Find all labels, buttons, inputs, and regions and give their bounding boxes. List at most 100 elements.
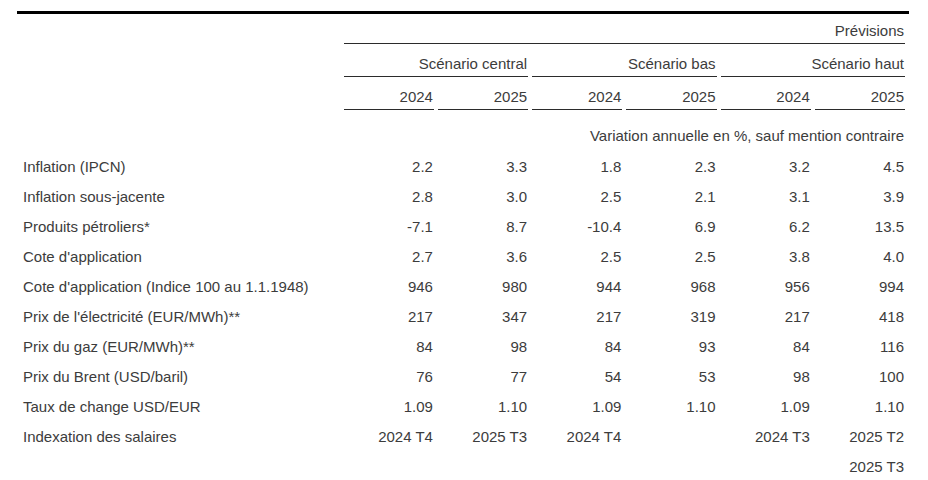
- row-label: Indexation des salaires: [21, 421, 340, 451]
- year-header: 2024: [721, 77, 811, 110]
- value-cell: 2.5: [626, 241, 716, 271]
- value-cell: 4.0: [815, 241, 905, 271]
- value-cell: 4.5: [815, 151, 905, 181]
- value-cell: 3.8: [721, 241, 811, 271]
- value-cell: 319: [626, 301, 716, 331]
- table-row: Taux de change USD/EUR1.091.101.091.101.…: [21, 391, 905, 421]
- value-cell: 2025 T3: [438, 421, 528, 451]
- row-label: Inflation sous-jacente: [21, 181, 340, 211]
- value-cell: 100: [815, 361, 905, 391]
- value-cell: 2025 T2: [815, 421, 905, 451]
- row-label: Taux de change USD/EUR: [21, 391, 340, 421]
- table-row: Produits pétroliers*-7.18.7-10.46.96.213…: [21, 211, 905, 241]
- value-cell: 347: [438, 301, 528, 331]
- row-label: Inflation (IPCN): [21, 151, 340, 181]
- value-cell: 6.2: [721, 211, 811, 241]
- value-cell: 3.1: [721, 181, 811, 211]
- value-cell: 1.09: [721, 391, 811, 421]
- previsions-header: Prévisions: [344, 14, 905, 44]
- value-cell: 2.3: [626, 151, 716, 181]
- empty-cell: [21, 44, 340, 77]
- previsions-row: Prévisions: [21, 14, 905, 44]
- scenario-central-header: Scénario central: [344, 44, 528, 77]
- value-cell: [438, 451, 528, 480]
- value-cell: 2024 T4: [532, 421, 622, 451]
- unit-note-row: Variation annuelle en %, sauf mention co…: [21, 110, 905, 151]
- table-row: Prix de l'électricité (EUR/MWh)**2173472…: [21, 301, 905, 331]
- value-cell: 93: [626, 331, 716, 361]
- value-cell: 217: [532, 301, 622, 331]
- value-cell: 944: [532, 271, 622, 301]
- scenario-groups-row: Scénario central Scénario bas Scénario h…: [21, 44, 905, 77]
- value-cell: 418: [815, 301, 905, 331]
- table-row: Prix du Brent (USD/baril)7677545398100: [21, 361, 905, 391]
- value-cell: 3.0: [438, 181, 528, 211]
- value-cell: 13.5: [815, 211, 905, 241]
- year-header: 2024: [532, 77, 622, 110]
- table-row: Prix du gaz (EUR/MWh)**8498849384116: [21, 331, 905, 361]
- value-cell: 53: [626, 361, 716, 391]
- value-cell: [344, 451, 434, 480]
- value-cell: 6.9: [626, 211, 716, 241]
- table-row: Inflation sous-jacente2.83.02.52.13.13.9: [21, 181, 905, 211]
- empty-corner-cell: [21, 14, 340, 44]
- value-cell: 217: [344, 301, 434, 331]
- table-row: 2025 T3: [21, 451, 905, 480]
- table-row: Cote d'application (Indice 100 au 1.1.19…: [21, 271, 905, 301]
- year-headers-row: 2024 2025 2024 2025 2024 2025: [21, 77, 905, 110]
- value-cell: 1.10: [626, 391, 716, 421]
- table-body: Inflation (IPCN)2.23.31.82.33.24.5Inflat…: [21, 151, 905, 480]
- value-cell: 98: [438, 331, 528, 361]
- year-header: 2025: [438, 77, 528, 110]
- value-cell: 84: [344, 331, 434, 361]
- value-cell: 980: [438, 271, 528, 301]
- row-label: [21, 451, 340, 480]
- value-cell: 98: [721, 361, 811, 391]
- row-label: Cote d'application: [21, 241, 340, 271]
- value-cell: 1.10: [438, 391, 528, 421]
- table-row: Cote d'application2.73.62.52.53.84.0: [21, 241, 905, 271]
- value-cell: 2.5: [532, 181, 622, 211]
- year-header: 2025: [626, 77, 716, 110]
- table-row: Inflation (IPCN)2.23.31.82.33.24.5: [21, 151, 905, 181]
- value-cell: 2024 T4: [344, 421, 434, 451]
- forecast-page: Prévisions Scénario central Scénario bas…: [0, 11, 928, 480]
- value-cell: 2025 T3: [815, 451, 905, 480]
- unit-note: Variation annuelle en %, sauf mention co…: [21, 110, 905, 151]
- value-cell: 3.9: [815, 181, 905, 211]
- value-cell: 2.8: [344, 181, 434, 211]
- value-cell: 2.7: [344, 241, 434, 271]
- value-cell: 1.09: [532, 391, 622, 421]
- value-cell: [721, 451, 811, 480]
- value-cell: 994: [815, 271, 905, 301]
- value-cell: 217: [721, 301, 811, 331]
- value-cell: 76: [344, 361, 434, 391]
- value-cell: 2.5: [532, 241, 622, 271]
- value-cell: 1.09: [344, 391, 434, 421]
- value-cell: 116: [815, 331, 905, 361]
- value-cell: 956: [721, 271, 811, 301]
- row-label: Prix du gaz (EUR/MWh)**: [21, 331, 340, 361]
- value-cell: -10.4: [532, 211, 622, 241]
- year-header: 2024: [344, 77, 434, 110]
- row-label: Produits pétroliers*: [21, 211, 340, 241]
- row-label: Prix du Brent (USD/baril): [21, 361, 340, 391]
- forecast-table: Prévisions Scénario central Scénario bas…: [17, 11, 909, 480]
- value-cell: [532, 451, 622, 480]
- value-cell: 8.7: [438, 211, 528, 241]
- value-cell: 3.2: [721, 151, 811, 181]
- empty-cell: [21, 77, 340, 110]
- scenario-bas-header: Scénario bas: [532, 44, 716, 77]
- row-label: Prix de l'électricité (EUR/MWh)**: [21, 301, 340, 331]
- row-label: Cote d'application (Indice 100 au 1.1.19…: [21, 271, 340, 301]
- value-cell: 54: [532, 361, 622, 391]
- value-cell: 968: [626, 271, 716, 301]
- value-cell: 77: [438, 361, 528, 391]
- value-cell: 3.6: [438, 241, 528, 271]
- year-header: 2025: [815, 77, 905, 110]
- scenario-haut-header: Scénario haut: [721, 44, 905, 77]
- value-cell: 2024 T3: [721, 421, 811, 451]
- value-cell: 1.8: [532, 151, 622, 181]
- value-cell: 946: [344, 271, 434, 301]
- table-row: Indexation des salaires2024 T42025 T3202…: [21, 421, 905, 451]
